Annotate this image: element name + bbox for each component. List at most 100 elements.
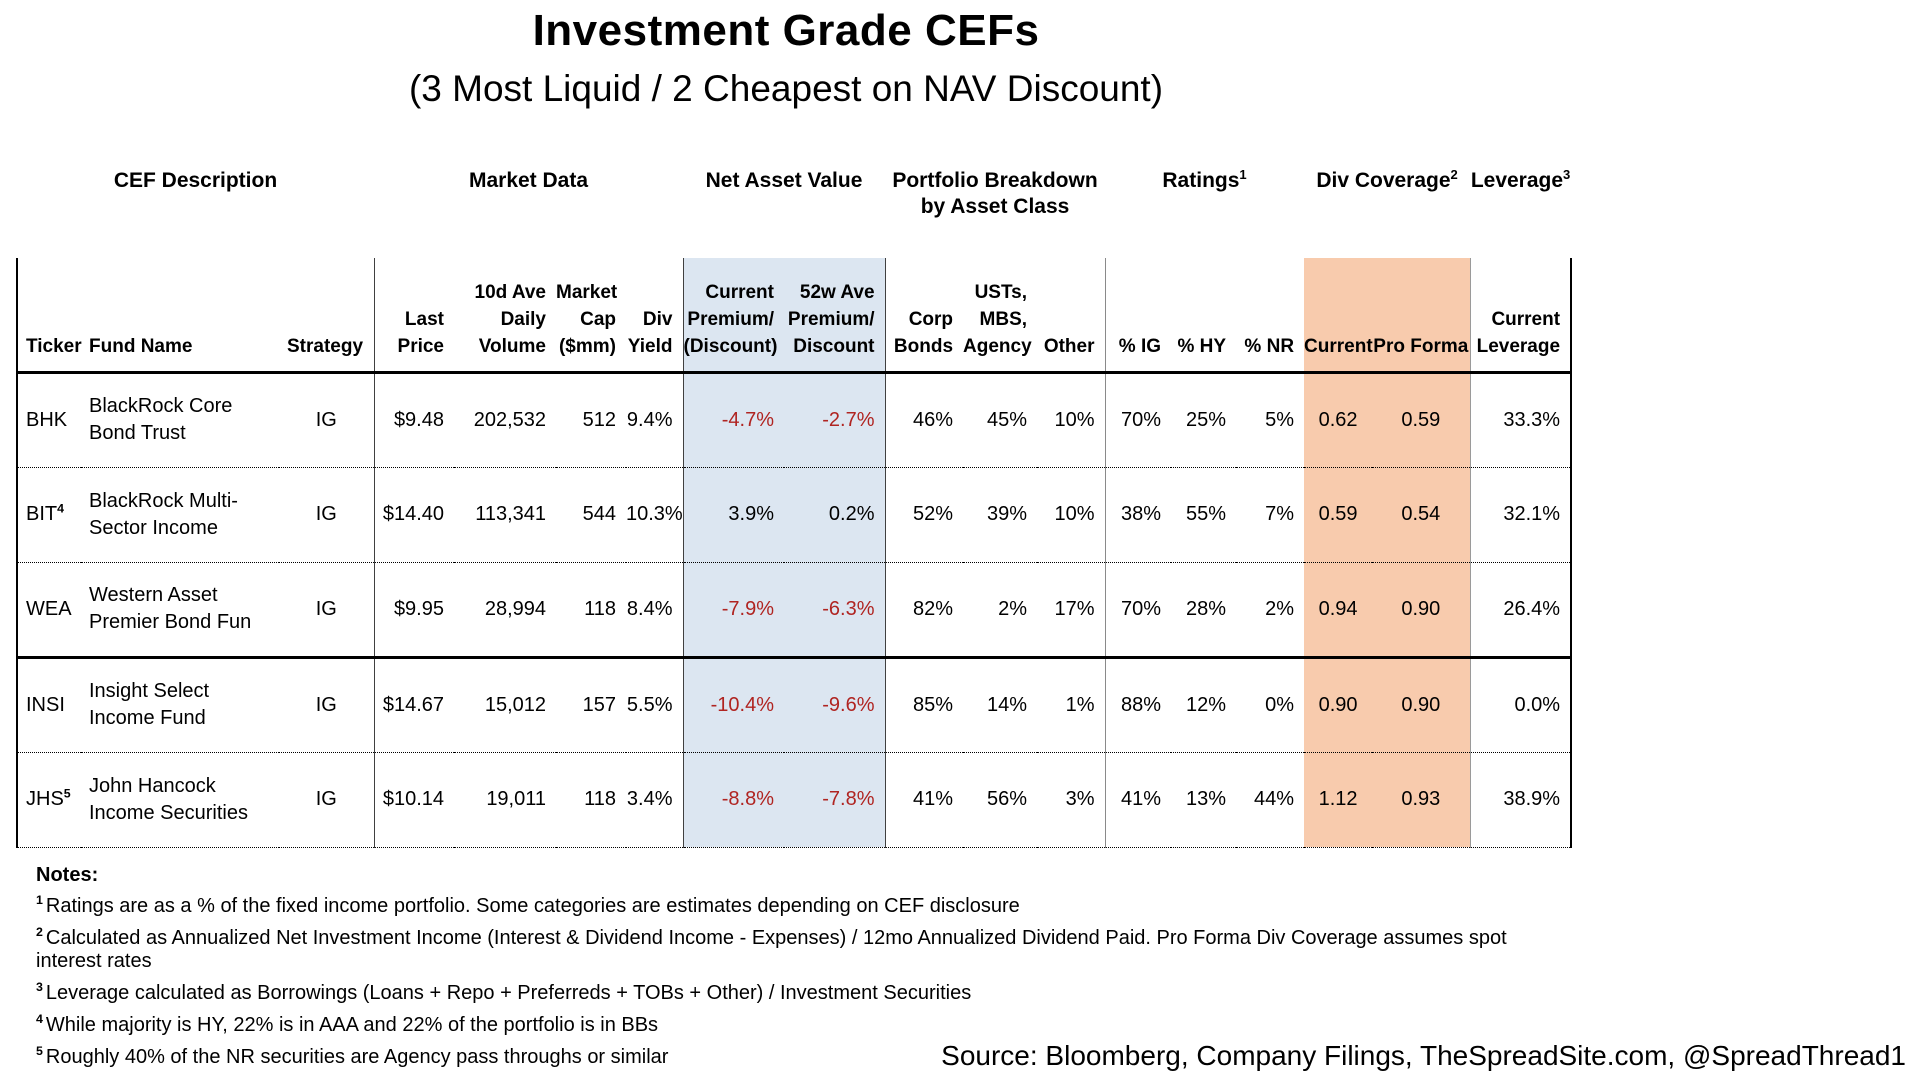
cell-div-yield: 10.3% xyxy=(626,467,683,563)
cell-cov-proforma: 0.90 xyxy=(1372,562,1471,659)
cell-usts: 45% xyxy=(963,372,1038,468)
cell-pct-nr: 0% xyxy=(1236,657,1305,753)
cell-div-yield: 8.4% xyxy=(626,562,683,659)
cell-last-price: $14.67 xyxy=(374,657,454,753)
cell-other: 10% xyxy=(1037,467,1106,563)
cell-volume: 113,341 xyxy=(454,467,556,563)
note-3: 3 Leverage calculated as Borrowings (Loan… xyxy=(36,979,972,1004)
cell-pct-hy: 12% xyxy=(1171,657,1237,753)
page-title: Investment Grade CEFs xyxy=(532,6,1040,55)
group-ratings: Ratings1 xyxy=(1162,167,1247,192)
note-2: 2 Calculated as Annualized Net Investment… xyxy=(36,924,1507,972)
cell-last-price: $9.48 xyxy=(374,372,454,468)
col-market-cap: Market Cap ($mm) xyxy=(556,258,626,374)
cell-strategy: IG xyxy=(279,657,375,753)
notes-section: Notes: 1 Ratings are as a % of the fixed … xyxy=(16,864,1556,1069)
cell-fund-name: John Hancock Income Securities xyxy=(81,752,279,848)
group-leverage: Leverage3 xyxy=(1470,167,1571,192)
cell-corp-bonds: 85% xyxy=(885,657,964,753)
cell-ticker: WEA xyxy=(16,562,81,659)
cell-market-cap: 512 xyxy=(556,372,626,468)
cell-52w-premium: -9.6% xyxy=(784,657,886,753)
cell-current-premium: 3.9% xyxy=(682,467,784,563)
cell-market-cap: 157 xyxy=(556,657,626,753)
cell-strategy: IG xyxy=(279,562,375,659)
col-strategy: Strategy xyxy=(279,258,375,374)
col-ticker: Ticker xyxy=(16,258,82,374)
cell-pct-hy: 25% xyxy=(1171,372,1237,468)
col-pct-nr: % NR xyxy=(1236,258,1305,374)
col-pct-hy: % HY xyxy=(1171,258,1237,374)
cell-current-premium: -10.4% xyxy=(682,657,784,753)
cell-ticker: JHS5 xyxy=(16,752,81,848)
cell-ticker: BIT4 xyxy=(16,467,81,563)
cell-pct-hy: 55% xyxy=(1171,467,1237,563)
page-subtitle: (3 Most Liquid / 2 Cheapest on NAV Disco… xyxy=(408,68,1164,109)
group-cef-description: CEF Description xyxy=(113,169,278,192)
cell-corp-bonds: 52% xyxy=(885,467,964,563)
cell-volume: 28,994 xyxy=(454,562,556,659)
cell-current-premium: -4.7% xyxy=(682,372,784,468)
cell-corp-bonds: 41% xyxy=(885,752,964,848)
cell-cov-proforma: 0.59 xyxy=(1372,372,1471,468)
cell-pct-nr: 7% xyxy=(1236,467,1305,563)
note-4: 4 While majority is HY, 22% is in AAA and… xyxy=(36,1011,659,1036)
cell-other: 17% xyxy=(1037,562,1106,659)
cell-div-yield: 5.5% xyxy=(626,657,683,753)
col-last-price: Last Price xyxy=(374,258,454,374)
cell-leverage: 33.3% xyxy=(1470,372,1573,468)
cell-cov-current: 1.12 xyxy=(1304,752,1373,848)
cell-last-price: $9.95 xyxy=(374,562,454,659)
source-attribution: Source: Bloomberg, Company Filings, TheS… xyxy=(941,1040,1906,1071)
cell-other: 1% xyxy=(1037,657,1106,753)
cell-usts: 2% xyxy=(963,562,1038,659)
cell-pct-ig: 38% xyxy=(1105,467,1172,563)
cell-market-cap: 544 xyxy=(556,467,626,563)
col-corp-bonds: Corp Bonds xyxy=(885,258,964,374)
cell-52w-premium: -2.7% xyxy=(784,372,886,468)
cell-volume: 202,532 xyxy=(454,372,556,468)
table-row-jhs: JHS5 John Hancock Income Securities IG $… xyxy=(16,752,1573,848)
cell-cov-current: 0.90 xyxy=(1304,657,1373,753)
col-div-yield: Div Yield xyxy=(626,258,683,374)
cell-cov-proforma: 0.90 xyxy=(1372,657,1471,753)
cell-strategy: IG xyxy=(279,372,375,468)
cell-last-price: $10.14 xyxy=(374,752,454,848)
cell-pct-hy: 13% xyxy=(1171,752,1237,848)
col-current-leverage: Current Leverage xyxy=(1470,258,1573,374)
cell-pct-nr: 5% xyxy=(1236,372,1305,468)
table-row-wea: WEA Western Asset Premier Bond Fun IG $9… xyxy=(16,562,1573,659)
note-5: 5 Roughly 40% of the NR securities are Ag… xyxy=(36,1043,669,1068)
cell-leverage: 38.9% xyxy=(1470,752,1573,848)
table-row-bhk: BHK BlackRock Core Bond Trust IG $9.48 2… xyxy=(16,372,1573,468)
column-header-row: Ticker Fund Name Strategy Last Price 10d… xyxy=(16,258,1573,374)
group-market-data: Market Data xyxy=(468,169,589,192)
cell-strategy: IG xyxy=(279,752,375,848)
col-cov-proforma: Pro Forma xyxy=(1372,258,1471,374)
col-other: Other xyxy=(1037,258,1106,374)
cell-current-premium: -7.9% xyxy=(682,562,784,659)
col-volume: 10d Ave Daily Volume xyxy=(454,258,556,374)
cell-leverage: 26.4% xyxy=(1470,562,1573,659)
col-fund-name: Fund Name xyxy=(81,258,279,374)
cell-leverage: 32.1% xyxy=(1470,467,1573,563)
cell-div-yield: 9.4% xyxy=(626,372,683,468)
cell-pct-hy: 28% xyxy=(1171,562,1237,659)
cell-corp-bonds: 46% xyxy=(885,372,964,468)
cef-table: CEF Description Market Data Net Asset Va… xyxy=(16,154,1573,848)
col-pct-ig: % IG xyxy=(1105,258,1172,374)
note-1: 1 Ratings are as a % of the fixed income … xyxy=(36,892,1020,917)
cell-volume: 15,012 xyxy=(454,657,556,753)
cell-current-premium: -8.8% xyxy=(682,752,784,848)
notes-heading: Notes: xyxy=(36,863,99,886)
cell-div-yield: 3.4% xyxy=(626,752,683,848)
group-div-coverage: Div Coverage2 xyxy=(1316,167,1458,192)
cell-volume: 19,011 xyxy=(454,752,556,848)
cell-fund-name: Insight Select Income Fund xyxy=(81,657,279,753)
cell-ticker: BHK xyxy=(16,372,81,468)
group-net-asset-value: Net Asset Value xyxy=(705,169,863,192)
cell-cov-current: 0.62 xyxy=(1304,372,1373,468)
cell-other: 10% xyxy=(1037,372,1106,468)
cell-cov-current: 0.59 xyxy=(1304,467,1373,563)
group-header-row: CEF Description Market Data Net Asset Va… xyxy=(17,154,1571,258)
